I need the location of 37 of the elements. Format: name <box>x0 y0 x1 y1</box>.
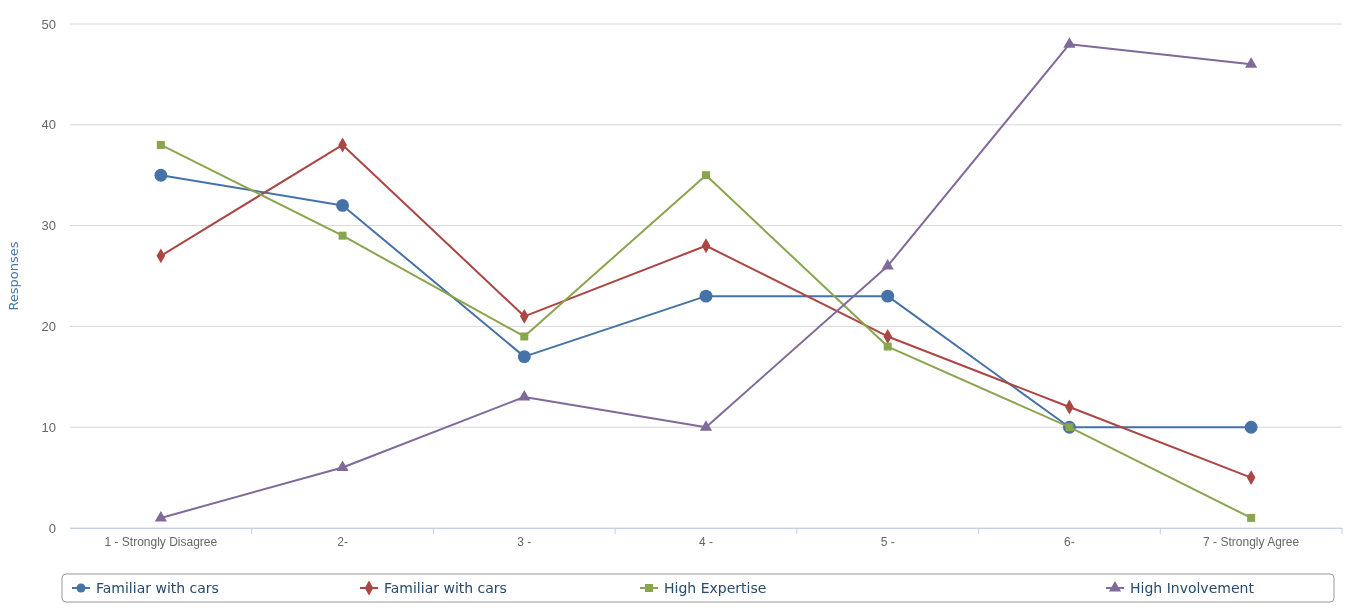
legend-label: Familiar with cars <box>384 580 507 596</box>
point <box>702 171 710 180</box>
point <box>518 389 531 401</box>
legend-label: Familiar with cars <box>96 580 219 596</box>
y-tick-label: 20 <box>41 319 56 335</box>
point <box>883 342 892 351</box>
point <box>520 332 529 341</box>
point <box>1245 57 1258 68</box>
point <box>336 460 349 472</box>
point <box>338 231 347 240</box>
x-tick-label: 7 - Strongly Agree <box>1203 534 1300 549</box>
x-tick-label: 5 - <box>880 534 895 549</box>
y-axis-title: Responses <box>6 241 21 311</box>
x-tick-label: 4 - <box>698 534 714 549</box>
y-tick-label: 0 <box>48 520 56 536</box>
point <box>517 350 531 364</box>
x-tick-label: 2- <box>337 534 348 549</box>
point <box>154 168 168 182</box>
point <box>1063 37 1076 48</box>
point <box>699 289 713 303</box>
point <box>881 289 895 303</box>
point <box>1247 513 1256 522</box>
x-tick-label: 1 - Strongly Disagree <box>104 534 218 549</box>
y-tick-label: 40 <box>41 117 56 133</box>
y-tick-label: 30 <box>41 218 56 234</box>
point <box>881 258 894 270</box>
x-tick-label: 6- <box>1064 534 1075 549</box>
legend-label: High Expertise <box>664 580 767 596</box>
y-tick-label: 50 <box>41 16 56 32</box>
point <box>154 510 167 522</box>
legend-label: High Involvement <box>1130 580 1255 596</box>
point <box>1244 420 1258 434</box>
y-tick-label: 10 <box>41 419 56 435</box>
point <box>156 140 165 149</box>
point <box>699 420 713 431</box>
x-tick-label: 3 - <box>517 534 532 549</box>
point <box>336 199 349 212</box>
